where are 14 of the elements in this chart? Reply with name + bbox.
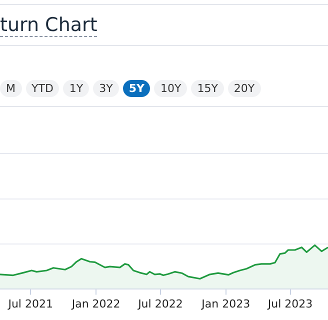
text: 3Y	[93, 80, 119, 97]
x-tick-label: Jan 2023	[200, 297, 250, 310]
text: 10Y	[154, 80, 188, 97]
text: 20Y	[228, 80, 261, 97]
text: YTD	[26, 80, 60, 97]
chart-title: turn Chart	[0, 14, 98, 37]
x-tick-label: Jul 2023	[266, 297, 313, 310]
x-tick-label: Jul 2022	[137, 297, 183, 310]
text: M	[0, 80, 22, 97]
text: 5Y	[122, 80, 150, 97]
text: 15Y	[191, 80, 224, 97]
x-tick-label: Jul 2021	[7, 297, 53, 310]
x-tick-label: Jan 2022	[70, 297, 120, 310]
text: 1Y	[63, 80, 90, 97]
